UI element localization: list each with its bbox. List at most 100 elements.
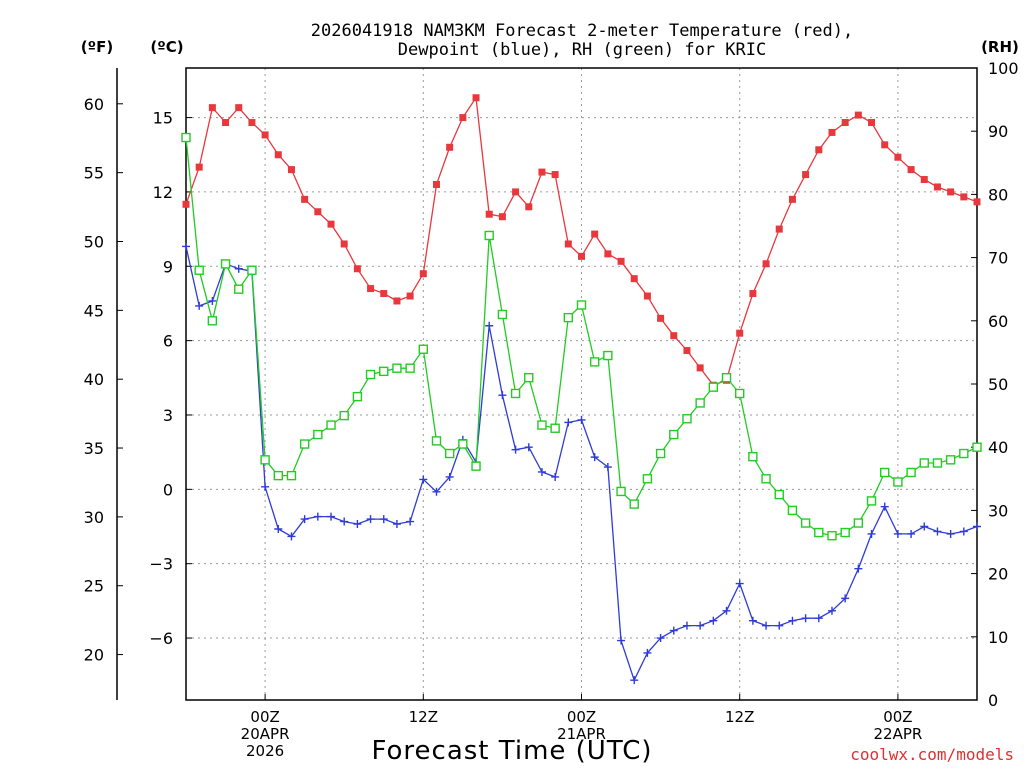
data-point — [709, 616, 718, 625]
data-point — [841, 119, 849, 127]
data-point — [893, 477, 903, 487]
data-point — [327, 220, 335, 228]
fahrenheit-tick-label: 35 — [84, 439, 104, 458]
x-tick-label: 00Z — [567, 708, 596, 726]
rh-tick-label: 100 — [988, 59, 1019, 78]
data-point — [208, 296, 217, 305]
data-point — [564, 240, 572, 248]
data-point — [472, 94, 480, 102]
data-point — [933, 527, 942, 536]
data-point — [590, 453, 599, 462]
data-point — [749, 290, 757, 298]
data-point — [314, 208, 322, 216]
credit-text: coolwx.com/models — [850, 745, 1014, 764]
data-point — [603, 463, 612, 472]
data-point — [945, 455, 956, 465]
data-point — [313, 512, 322, 521]
x-tick-label: 2026 — [246, 742, 284, 760]
data-point — [696, 621, 705, 630]
data-point — [299, 439, 310, 449]
data-point — [432, 180, 440, 188]
data-point — [234, 264, 243, 273]
data-point — [538, 168, 546, 176]
data-point — [880, 502, 889, 511]
data-point — [379, 515, 388, 524]
data-point — [551, 472, 560, 481]
data-point — [392, 363, 402, 373]
data-point — [234, 284, 244, 294]
data-point — [406, 517, 415, 526]
data-point — [551, 171, 559, 179]
data-point — [932, 458, 943, 468]
data-point — [261, 131, 269, 139]
data-point — [498, 391, 507, 400]
data-point — [933, 183, 941, 191]
data-point — [379, 366, 389, 377]
data-point — [550, 423, 560, 433]
data-point — [181, 132, 191, 143]
data-point — [340, 240, 348, 248]
data-point — [854, 111, 862, 119]
data-point — [761, 474, 771, 484]
data-point — [578, 252, 585, 260]
data-point — [787, 505, 798, 516]
data-point — [393, 297, 401, 305]
data-point — [880, 467, 890, 478]
data-point — [301, 195, 309, 203]
data-point — [736, 329, 744, 337]
data-point — [195, 301, 204, 310]
data-point — [367, 285, 375, 293]
fahrenheit-tick-label: 30 — [84, 508, 104, 527]
data-point — [907, 166, 915, 174]
data-point — [406, 292, 414, 300]
data-point — [459, 114, 467, 122]
rh-tick-label: 10 — [988, 628, 1008, 647]
celsius-tick-label: 0 — [163, 480, 173, 499]
data-point — [814, 527, 824, 538]
data-point — [841, 594, 850, 603]
data-point — [960, 193, 968, 201]
data-point — [512, 188, 520, 196]
data-point — [920, 522, 929, 531]
fahrenheit-tick-label: 50 — [84, 232, 104, 251]
data-point — [432, 487, 441, 496]
data-point — [868, 119, 876, 127]
data-point — [682, 621, 691, 630]
x-axis-label: Forecast Time (UTC) — [371, 736, 652, 766]
data-point — [906, 467, 916, 478]
data-point — [340, 517, 349, 526]
data-point — [419, 475, 428, 484]
data-point — [366, 515, 375, 524]
data-point — [194, 265, 204, 275]
axes — [116, 67, 978, 701]
rh-tick-label: 50 — [988, 375, 1008, 394]
chart-title-line-2: Dewpoint (blue), RH (green) for KRIC — [398, 40, 766, 60]
data-point — [274, 524, 283, 533]
data-point — [485, 321, 494, 330]
data-point — [801, 614, 810, 623]
data-point — [643, 648, 652, 657]
data-point — [828, 128, 836, 136]
x-tick-label: 21APR — [557, 725, 606, 743]
data-point — [327, 512, 336, 521]
data-point — [735, 579, 744, 588]
data-point — [274, 151, 282, 159]
data-point — [683, 347, 691, 355]
data-point — [287, 166, 295, 174]
data-point — [669, 429, 679, 440]
data-point — [497, 309, 508, 320]
x-tick-label: 12Z — [409, 708, 438, 726]
x-tick-label: 00Z — [250, 708, 279, 726]
data-point — [524, 443, 533, 452]
data-point — [657, 314, 665, 322]
data-point — [591, 230, 599, 238]
data-point — [947, 188, 955, 196]
data-point — [840, 527, 850, 538]
data-point — [352, 391, 363, 402]
data-point — [630, 676, 639, 685]
series-dewpoint — [182, 242, 981, 685]
celsius-unit-label: (ºC) — [150, 38, 183, 56]
data-point — [617, 257, 625, 265]
data-point — [589, 357, 600, 367]
data-point — [445, 472, 454, 481]
